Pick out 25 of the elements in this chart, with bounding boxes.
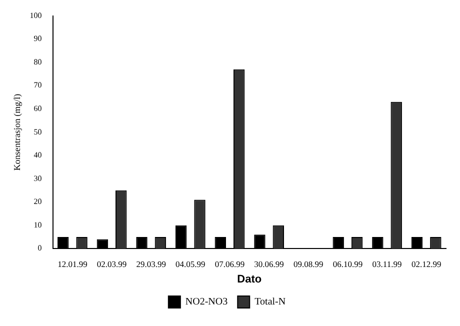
x-tick-label: 06.10.99 xyxy=(332,258,363,269)
y-tick-label: 80 xyxy=(34,57,42,66)
x-tick-label: 04.05.99 xyxy=(176,258,206,269)
x-axis-title: Dato xyxy=(237,273,262,286)
legend-label: Total-N xyxy=(254,296,286,308)
y-tick-label: 60 xyxy=(34,104,42,114)
y-tick-label: 90 xyxy=(34,34,42,44)
legend-label: NO2-NO3 xyxy=(185,296,228,308)
x-tick-label: 29.03.99 xyxy=(136,258,166,269)
y-tick-label: 0 xyxy=(38,244,42,253)
y-tick-label: 40 xyxy=(34,150,42,160)
y-tick-label: 20 xyxy=(34,197,42,206)
x-tick-label: 07.06.99 xyxy=(214,258,245,269)
y-tick-label: 100 xyxy=(30,10,42,20)
x-tick-label: 09.08.99 xyxy=(294,258,324,269)
y-tick-label: 70 xyxy=(34,80,42,90)
y-tick-label: 50 xyxy=(34,127,42,136)
y-tick-label: 30 xyxy=(34,174,42,183)
x-tick-label: 02.12.99 xyxy=(411,258,442,269)
x-tick-label: 02.03.99 xyxy=(96,258,127,269)
x-tick-label: 12.01.99 xyxy=(58,258,88,269)
x-tick-label: 30.06.99 xyxy=(254,258,284,269)
y-axis-title: Konsentrasjon (mg/l) xyxy=(12,94,22,171)
y-tick-label: 10 xyxy=(34,220,42,230)
x-tick-label: 03.11.99 xyxy=(372,258,402,269)
